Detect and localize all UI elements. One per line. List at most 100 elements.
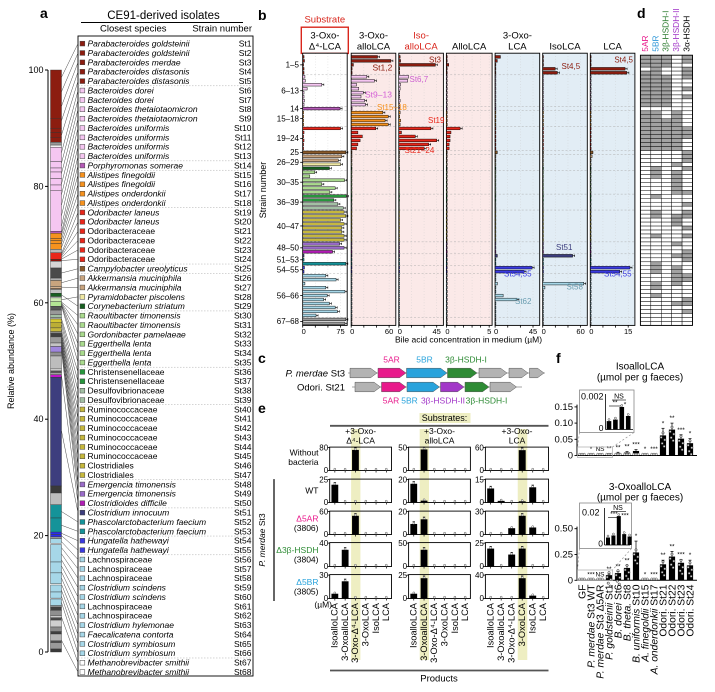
svg-text:LCA: LCA xyxy=(603,42,622,53)
svg-text:0.05: 0.05 xyxy=(555,434,574,445)
svg-text:Desulfovibrionaceae: Desulfovibrionaceae xyxy=(88,386,165,396)
svg-text:IsoLCA: IsoLCA xyxy=(528,602,538,633)
svg-text:5AR: 5AR xyxy=(383,355,400,365)
svg-text:Lachnospiraceae: Lachnospiraceae xyxy=(88,554,153,564)
svg-text:Christensenellaceae: Christensenellaceae xyxy=(88,376,165,386)
svg-text:d: d xyxy=(637,5,646,21)
svg-text:Ruminococcaceae: Ruminococcaceae xyxy=(88,404,158,414)
svg-text:Closest species: Closest species xyxy=(100,24,167,35)
svg-text:*: * xyxy=(662,420,665,427)
svg-text:Bile acid concentration in med: Bile acid concentration in medium (µM) xyxy=(395,335,542,345)
svg-text:alloLCA: alloLCA xyxy=(357,42,391,53)
svg-text:WT: WT xyxy=(305,486,318,496)
svg-text:14: 14 xyxy=(290,104,299,113)
svg-text:40: 40 xyxy=(319,539,328,548)
svg-text:St19: St19 xyxy=(428,116,445,125)
svg-text:100: 100 xyxy=(28,65,43,75)
svg-text:St52: St52 xyxy=(234,517,252,527)
svg-text:60: 60 xyxy=(385,327,393,336)
svg-text:A. onderdonkii St17: A. onderdonkii St17 xyxy=(650,584,661,675)
svg-text:Clostridiales: Clostridiales xyxy=(88,461,134,471)
svg-text:St31: St31 xyxy=(234,320,252,330)
svg-text:Raoultibacter timonensis: Raoultibacter timonensis xyxy=(88,311,182,321)
svg-text:St62: St62 xyxy=(234,611,252,621)
svg-text:+3-Oxo-: +3-Oxo- xyxy=(502,426,533,436)
svg-text:0: 0 xyxy=(302,327,306,336)
svg-text:St44: St44 xyxy=(234,442,252,452)
svg-text:Bacteroides thetaiotaomicron: Bacteroides thetaiotaomicron xyxy=(88,114,198,124)
svg-text:**: ** xyxy=(660,552,666,559)
svg-text:3-Oxo-Δ⁴-LCA: 3-Oxo-Δ⁴-LCA xyxy=(429,602,439,663)
svg-text:LCA: LCA xyxy=(538,602,548,621)
svg-text:*: * xyxy=(644,572,647,579)
svg-text:a: a xyxy=(40,5,48,21)
svg-text:Strain number: Strain number xyxy=(258,162,268,219)
svg-text:Clostridium scindens: Clostridium scindens xyxy=(88,583,167,593)
svg-text:Bacteroides uniformis: Bacteroides uniformis xyxy=(88,132,170,142)
svg-text:25: 25 xyxy=(290,148,299,157)
svg-text:St11: St11 xyxy=(235,132,252,142)
svg-text:St2: St2 xyxy=(239,48,252,58)
svg-text:Ruminococcaceae: Ruminococcaceae xyxy=(88,433,158,443)
svg-text:0.002: 0.002 xyxy=(581,392,604,402)
svg-text:Alistipes finegoldii: Alistipes finegoldii xyxy=(87,170,157,180)
svg-text:80: 80 xyxy=(33,181,43,191)
svg-text:IsoalloLCA: IsoalloLCA xyxy=(409,602,419,648)
svg-text:60: 60 xyxy=(576,327,584,336)
svg-text:3-Oxo-: 3-Oxo- xyxy=(310,31,339,42)
svg-text:Odori. St24: Odori. St24 xyxy=(686,584,697,636)
svg-text:**: ** xyxy=(612,400,618,407)
svg-text:Ruminococcaceae: Ruminococcaceae xyxy=(88,442,158,452)
svg-text:0.25: 0.25 xyxy=(555,550,574,561)
svg-text:St13: St13 xyxy=(234,151,252,161)
svg-text:St47: St47 xyxy=(234,470,252,480)
svg-text:NS: NS xyxy=(595,572,605,579)
svg-text:0: 0 xyxy=(445,327,449,336)
svg-text:LCA: LCA xyxy=(508,42,527,53)
svg-text:B. dorei St6: B. dorei St6 xyxy=(614,584,625,638)
svg-text:b: b xyxy=(258,7,267,23)
svg-text:e: e xyxy=(258,400,266,416)
svg-text:St59: St59 xyxy=(234,583,252,593)
svg-text:5BR: 5BR xyxy=(401,396,418,406)
svg-text:St7: St7 xyxy=(239,95,252,105)
svg-text:GF: GF xyxy=(578,585,589,599)
svg-text:Odoribacteraceae: Odoribacteraceae xyxy=(88,236,156,246)
svg-text:St39: St39 xyxy=(234,395,252,405)
svg-text:**: ** xyxy=(615,444,621,451)
svg-text:Campylobacter ureolyticus: Campylobacter ureolyticus xyxy=(88,264,189,274)
svg-text:15: 15 xyxy=(475,476,484,485)
svg-text:St6,7: St6,7 xyxy=(410,75,429,84)
svg-text:St40: St40 xyxy=(234,404,252,414)
svg-text:25: 25 xyxy=(319,476,328,485)
svg-text:St12: St12 xyxy=(234,142,252,152)
svg-text:(µmol per g faeces): (µmol per g faeces) xyxy=(597,373,683,384)
svg-text:***: *** xyxy=(677,552,685,559)
svg-text:5BR: 5BR xyxy=(650,35,660,51)
svg-text:30–35: 30–35 xyxy=(277,178,300,187)
svg-text:60: 60 xyxy=(33,298,43,308)
svg-text:St56: St56 xyxy=(234,554,252,564)
svg-text:Odoribacter laneus: Odoribacter laneus xyxy=(88,217,161,227)
svg-text:Odori. St23: Odori. St23 xyxy=(677,584,688,636)
svg-text:Lachnospiraceae: Lachnospiraceae xyxy=(88,573,153,583)
svg-text:St49: St49 xyxy=(234,489,252,499)
svg-text:Eggerthella lenta: Eggerthella lenta xyxy=(88,339,152,349)
svg-text:Clostridium scindens: Clostridium scindens xyxy=(88,592,167,602)
svg-text:36–39: 36–39 xyxy=(277,198,300,207)
svg-text:St16: St16 xyxy=(234,179,252,189)
svg-text:*: * xyxy=(624,402,627,409)
svg-text:St62: St62 xyxy=(515,297,532,306)
svg-text:St58: St58 xyxy=(567,283,584,292)
svg-text:St29: St29 xyxy=(234,301,252,311)
svg-text:0: 0 xyxy=(479,498,484,507)
svg-text:A. finegoldii St15: A. finegoldii St15 xyxy=(641,584,652,663)
svg-text:IsoalloLCA: IsoalloLCA xyxy=(330,602,340,648)
svg-text:St32: St32 xyxy=(234,329,252,339)
svg-text:15–18: 15–18 xyxy=(277,114,300,123)
svg-text:6–13: 6–13 xyxy=(281,87,299,96)
svg-text:0: 0 xyxy=(38,647,43,657)
svg-text:alloLCA: alloLCA xyxy=(404,42,438,53)
svg-text:IsoLCA: IsoLCA xyxy=(549,42,581,53)
svg-text:Bacteroides dorei: Bacteroides dorei xyxy=(88,85,155,95)
